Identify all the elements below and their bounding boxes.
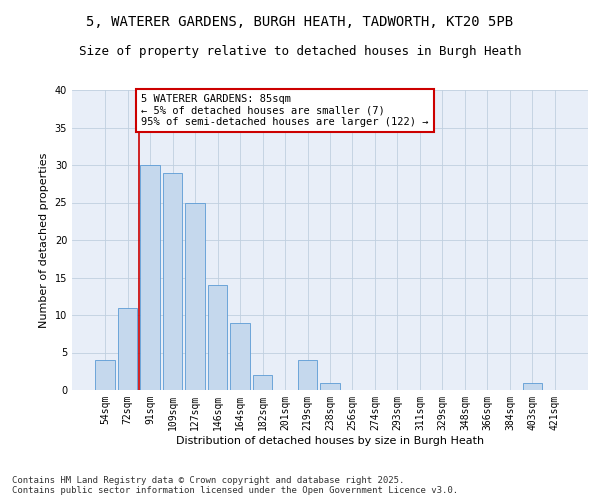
Bar	[185, 202, 205, 390]
Bar	[320, 382, 340, 390]
Y-axis label: Number of detached properties: Number of detached properties	[39, 152, 49, 328]
Bar	[140, 165, 160, 390]
X-axis label: Distribution of detached houses by size in Burgh Heath: Distribution of detached houses by size …	[176, 436, 484, 446]
Bar	[298, 360, 317, 390]
Bar	[163, 172, 182, 390]
Bar	[523, 382, 542, 390]
Bar	[95, 360, 115, 390]
Bar	[118, 308, 137, 390]
Text: Contains HM Land Registry data © Crown copyright and database right 2025.
Contai: Contains HM Land Registry data © Crown c…	[12, 476, 458, 495]
Bar	[253, 375, 272, 390]
Bar	[208, 285, 227, 390]
Bar	[230, 322, 250, 390]
Text: 5, WATERER GARDENS, BURGH HEATH, TADWORTH, KT20 5PB: 5, WATERER GARDENS, BURGH HEATH, TADWORT…	[86, 15, 514, 29]
Text: 5 WATERER GARDENS: 85sqm
← 5% of detached houses are smaller (7)
95% of semi-det: 5 WATERER GARDENS: 85sqm ← 5% of detache…	[141, 94, 428, 127]
Text: Size of property relative to detached houses in Burgh Heath: Size of property relative to detached ho…	[79, 45, 521, 58]
